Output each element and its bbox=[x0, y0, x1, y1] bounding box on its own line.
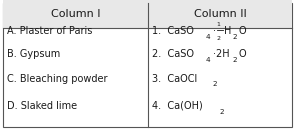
Text: 2.  CaSO: 2. CaSO bbox=[152, 49, 194, 59]
Text: 4: 4 bbox=[206, 57, 211, 63]
Text: 4: 4 bbox=[206, 34, 211, 40]
Text: Column II: Column II bbox=[194, 9, 246, 19]
Text: B. Gypsum: B. Gypsum bbox=[7, 49, 61, 59]
Text: 1: 1 bbox=[217, 22, 221, 27]
Text: C. Bleaching powder: C. Bleaching powder bbox=[7, 74, 108, 84]
Text: 2: 2 bbox=[213, 82, 217, 87]
Text: 2: 2 bbox=[232, 34, 237, 40]
Text: O: O bbox=[239, 49, 247, 59]
Text: 3.  CaOCl: 3. CaOCl bbox=[152, 74, 197, 84]
Text: 1.  CaSO: 1. CaSO bbox=[152, 26, 194, 36]
Text: ·: · bbox=[213, 26, 216, 36]
Text: 4.  Ca(OH): 4. Ca(OH) bbox=[152, 101, 203, 111]
Text: H: H bbox=[224, 26, 232, 36]
Bar bbox=[3, 0, 292, 28]
Text: O: O bbox=[238, 26, 246, 36]
Text: Column I: Column I bbox=[51, 9, 100, 19]
Text: 2: 2 bbox=[217, 36, 221, 41]
Text: ·2H: ·2H bbox=[213, 49, 229, 59]
Text: A. Plaster of Paris: A. Plaster of Paris bbox=[7, 26, 93, 36]
Text: D. Slaked lime: D. Slaked lime bbox=[7, 101, 78, 111]
Text: 2: 2 bbox=[220, 109, 224, 115]
Text: 2: 2 bbox=[232, 57, 237, 63]
